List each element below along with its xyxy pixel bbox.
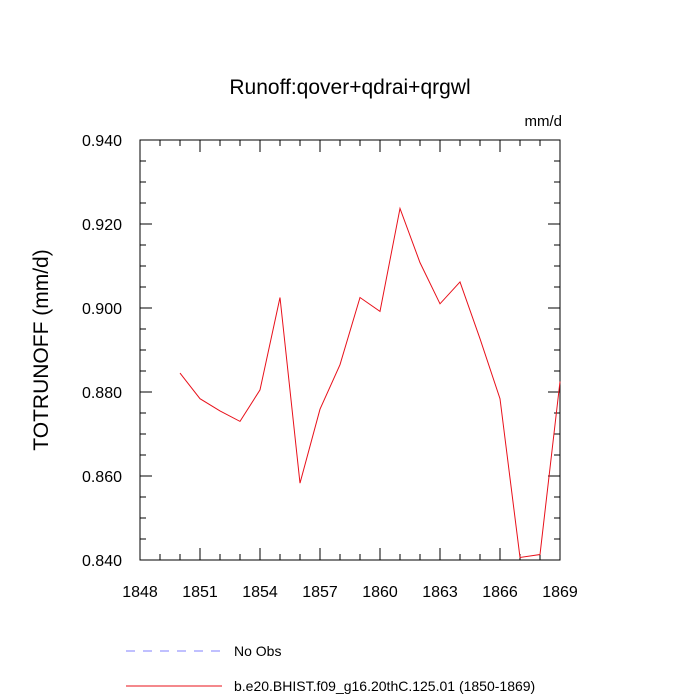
- y-axis-title: TOTRUNOFF (mm/d): [30, 249, 53, 450]
- x-tick-label: 1860: [362, 584, 398, 601]
- x-tick-label: 1857: [302, 584, 338, 601]
- x-tick-label: 1863: [422, 584, 458, 601]
- series-layer: [179, 206, 561, 559]
- chart-title: Runoff:qover+qdrai+qrgwl: [229, 76, 470, 99]
- legend-label: No Obs: [234, 643, 281, 659]
- x-tick-label: 1869: [542, 584, 578, 601]
- y-tick-label: 0.880: [82, 385, 122, 402]
- x-tick-label: 1854: [242, 584, 278, 601]
- y-tick-label: 0.860: [82, 469, 122, 486]
- x-tick-label: 1851: [182, 584, 218, 601]
- y-tick-label: 0.840: [82, 553, 122, 570]
- y-tick-label: 0.900: [82, 301, 122, 318]
- y-tick-label: 0.920: [82, 217, 122, 234]
- x-tick-label: 1866: [482, 584, 518, 601]
- units-label: mm/d: [525, 113, 563, 130]
- axes: 1848 1851 1854 1857 1860 1863 1866 1869 0.840 0.8…: [82, 133, 578, 601]
- x-tick-label: 1848: [122, 584, 158, 601]
- plot-frame: [139, 139, 561, 561]
- legend-label: b.e20.BHIST.f09_g16.20thC.125.01 (1850-1…: [234, 678, 535, 694]
- y-tick-label: 0.940: [82, 133, 122, 150]
- series-line: [179, 206, 561, 559]
- legend: No Obs b.e20.BHIST.f09_g16.20thC.125.01 (…: [126, 643, 535, 694]
